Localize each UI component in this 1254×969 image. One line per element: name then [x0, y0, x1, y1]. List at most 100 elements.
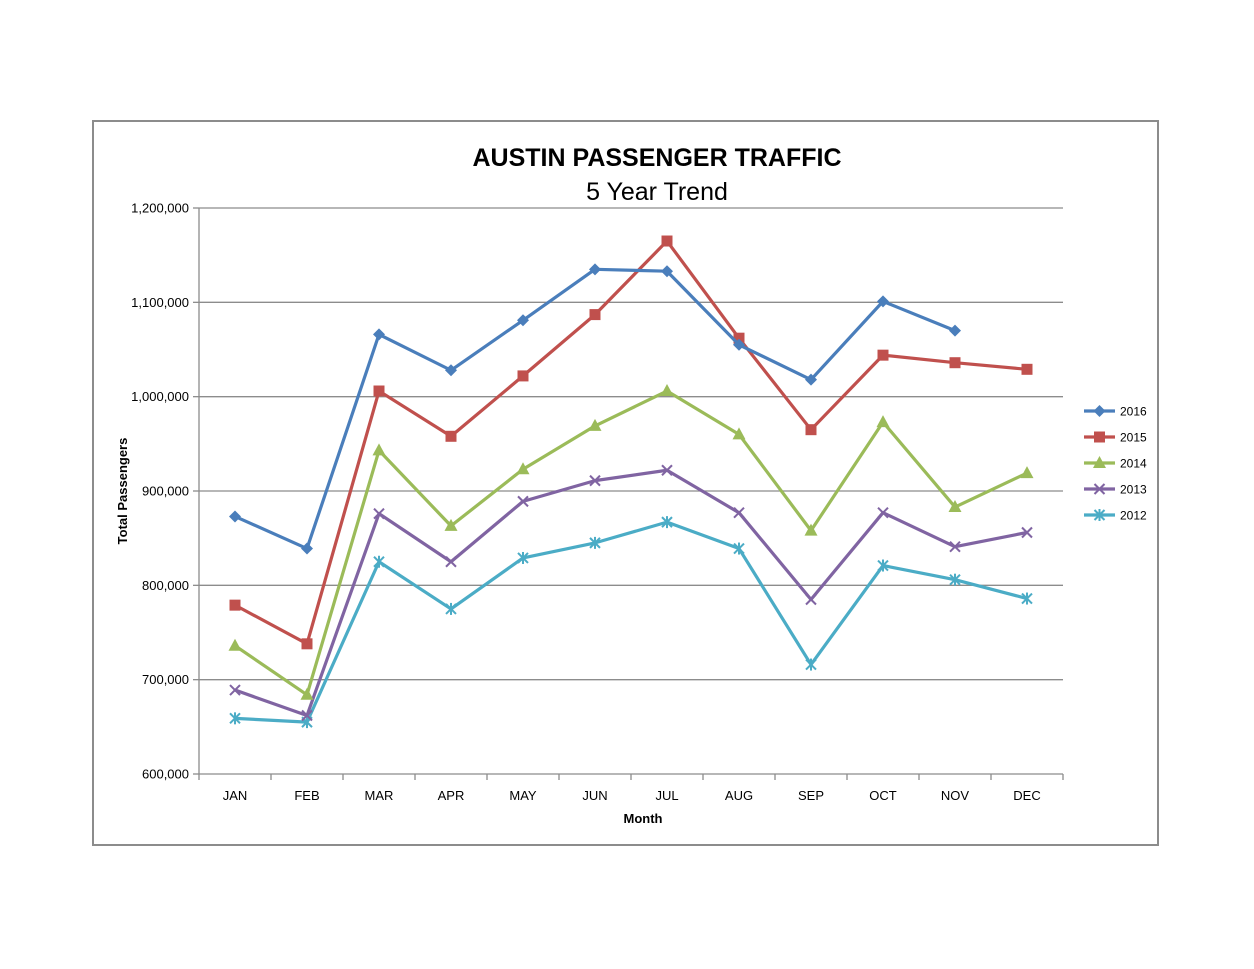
series-line [234, 520, 1028, 724]
x-tick-label: MAR [365, 788, 394, 803]
data-point [1093, 405, 1106, 417]
x-tick-label: JUN [582, 788, 607, 803]
legend-item: 2015 [1084, 431, 1147, 445]
data-point [733, 506, 745, 519]
chart-frame: AUSTIN PASSENGER TRAFFIC 5 Year Trend 60… [92, 120, 1159, 846]
legend-item: 2016 [1084, 405, 1147, 419]
legend-label: 2016 [1120, 405, 1147, 419]
series-line [234, 239, 1028, 646]
data-point [805, 424, 817, 436]
data-point [949, 324, 961, 337]
data-point [445, 430, 457, 442]
data-point [805, 373, 817, 386]
data-point [229, 599, 241, 611]
data-point [733, 542, 745, 555]
data-point [949, 357, 961, 369]
data-point [733, 332, 745, 344]
data-point [1093, 456, 1106, 468]
series-2015 [229, 235, 1033, 650]
x-tick-label: SEP [798, 788, 824, 803]
data-point [1093, 483, 1106, 495]
series-2014 [228, 384, 1034, 700]
y-axis-title: Total Passengers [115, 438, 130, 545]
y-tick-label: 900,000 [142, 484, 189, 499]
data-point [229, 712, 241, 725]
legend-item: 2014 [1084, 456, 1147, 471]
x-tick-label: FEB [294, 788, 319, 803]
data-point [373, 555, 385, 568]
data-point [661, 516, 673, 529]
data-point [1094, 431, 1105, 443]
data-point [517, 495, 529, 508]
data-point [229, 684, 241, 696]
data-point [661, 464, 673, 476]
data-point [372, 443, 386, 456]
data-point [733, 338, 745, 351]
series-2016 [229, 263, 961, 555]
data-point [805, 593, 817, 606]
series-line [234, 468, 1028, 718]
data-point [1021, 363, 1033, 375]
data-point [661, 265, 673, 278]
data-point [373, 507, 385, 520]
series-group [228, 235, 1034, 729]
data-point [444, 518, 458, 531]
data-point [877, 506, 889, 519]
data-point [661, 235, 673, 247]
legend-item: 2013 [1084, 483, 1147, 497]
x-tick-label: OCT [869, 788, 897, 803]
series-2013 [229, 464, 1033, 722]
axes: 600,000 700,000 800,000 900,000 1,000,000 1,1… [131, 201, 1064, 803]
data-point [949, 540, 961, 553]
gridlines [199, 207, 1063, 681]
legend-label: 2012 [1120, 509, 1147, 523]
data-point [589, 263, 601, 276]
data-point [876, 415, 890, 428]
data-point [445, 556, 457, 568]
data-point [517, 314, 529, 327]
legend-label: 2015 [1120, 431, 1147, 445]
data-point [589, 309, 601, 321]
data-point [517, 551, 529, 564]
data-point [301, 709, 313, 722]
data-point [301, 638, 313, 650]
data-point [228, 638, 242, 651]
x-tick-label: JAN [223, 788, 248, 803]
data-point [805, 658, 817, 671]
data-point [1093, 509, 1106, 521]
data-point [1020, 466, 1034, 479]
legend-label: 2013 [1120, 483, 1147, 497]
data-point [589, 474, 601, 487]
x-tick-label: JUL [655, 788, 678, 803]
y-tick-label: 1,200,000 [131, 201, 189, 216]
y-tick-label: 700,000 [142, 672, 189, 687]
series-2012 [229, 516, 1033, 729]
data-point [445, 602, 457, 615]
data-point [804, 523, 818, 536]
data-point [301, 542, 313, 555]
data-point [588, 418, 602, 431]
line-chart: AUSTIN PASSENGER TRAFFIC 5 Year Trend 60… [115, 144, 1147, 826]
data-point [516, 462, 530, 475]
data-point [1021, 526, 1033, 539]
x-tick-label: APR [438, 788, 465, 803]
legend-label: 2014 [1120, 457, 1147, 471]
data-point [949, 573, 961, 586]
x-tick-label: NOV [941, 788, 970, 803]
data-point [660, 384, 674, 397]
y-tick-label: 1,100,000 [131, 295, 189, 310]
x-tick-label: DEC [1013, 788, 1040, 803]
chart-title: AUSTIN PASSENGER TRAFFIC [473, 144, 842, 172]
x-tick-label: MAY [509, 788, 537, 803]
legend-item: 2012 [1084, 509, 1147, 523]
data-point [1021, 592, 1033, 605]
data-point [948, 500, 962, 513]
data-point [877, 349, 889, 361]
x-axis-title: Month [624, 811, 663, 826]
x-tick-label: AUG [725, 788, 753, 803]
data-point [732, 427, 746, 440]
data-point [300, 687, 314, 700]
series-line [234, 389, 1028, 697]
data-point [517, 370, 529, 382]
y-tick-label: 800,000 [142, 578, 189, 593]
